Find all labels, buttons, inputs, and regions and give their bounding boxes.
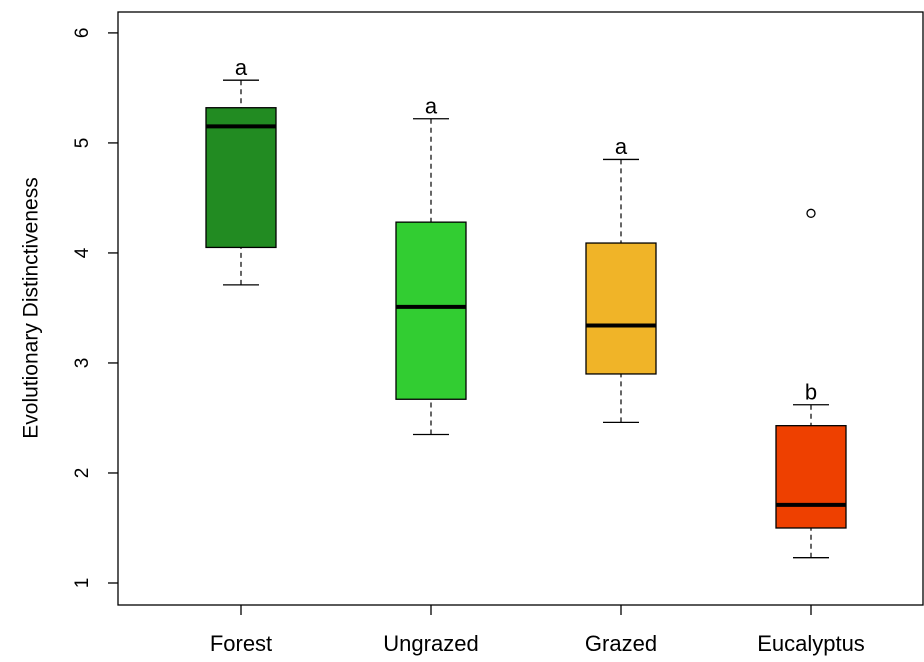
box: [205, 107, 277, 249]
outlier: [806, 208, 816, 218]
y-tick-label: 1: [72, 578, 93, 589]
x-tick-label: Ungrazed: [383, 631, 478, 656]
annotation: a: [235, 55, 248, 80]
box: [775, 425, 847, 529]
plot-frame: [117, 11, 924, 606]
annotation: a: [425, 94, 438, 119]
x-tick-label: Eucalyptus: [757, 631, 865, 656]
y-tick-label: 4: [72, 247, 93, 258]
annotation: b: [805, 380, 817, 405]
box: [585, 242, 657, 375]
y-tick-label: 6: [72, 28, 93, 39]
x-tick-label: Grazed: [585, 631, 657, 656]
y-axis-label: Evolutionary Distinctiveness: [20, 177, 43, 438]
box: [395, 221, 467, 400]
annotation: a: [615, 134, 628, 159]
x-tick-label: Forest: [210, 631, 272, 656]
y-tick-label: 5: [72, 138, 93, 149]
y-tick-label: 2: [72, 468, 93, 479]
y-tick-label: 3: [72, 358, 93, 369]
